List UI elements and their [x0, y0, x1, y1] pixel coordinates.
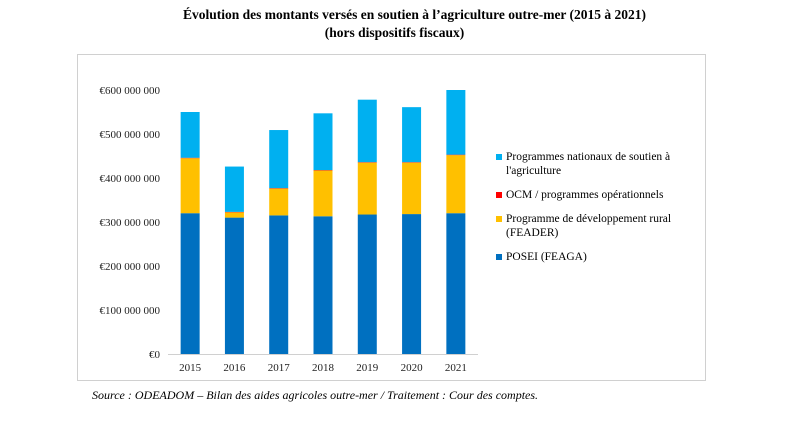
- legend-swatch: [496, 216, 502, 222]
- x-tick-label: 2019: [356, 362, 379, 374]
- chart-title: Évolution des montants versés en soutien…: [0, 6, 789, 42]
- bar-segment: [357, 214, 377, 354]
- bar-segment: [313, 170, 333, 217]
- x-axis: 2015 2016 2017 2018 2019 2020 2021: [168, 354, 478, 374]
- legend-swatch: [496, 192, 502, 198]
- x-tick-label: 2021: [445, 362, 467, 374]
- y-tick-label: €600 000 000: [100, 85, 161, 97]
- legend-label: Programme de développement rural (FEADER…: [506, 213, 672, 239]
- legend-label: Programmes nationaux de soutien à l'agri…: [506, 151, 671, 177]
- legend-label: OCM / programmes opérationnels: [506, 189, 664, 201]
- bar-segment: [402, 107, 422, 163]
- bar-segment: [180, 213, 200, 354]
- bar-segment: [224, 212, 244, 218]
- bar-segment: [180, 158, 200, 214]
- legend-item: Programmes nationaux de soutien à l'agri…: [496, 150, 696, 178]
- bar-segment: [269, 215, 289, 354]
- y-tick-label: €0: [149, 349, 161, 361]
- y-tick-label: €100 000 000: [100, 305, 161, 317]
- bar-segment: [269, 130, 289, 189]
- bar-segment: [446, 213, 466, 354]
- x-tick-label: 2020: [401, 362, 424, 374]
- legend-item: POSEI (FEAGA): [496, 250, 696, 264]
- chart-frame: [77, 54, 706, 381]
- bar-segment: [224, 166, 244, 212]
- y-tick-label: €200 000 000: [100, 261, 161, 273]
- legend-item: OCM / programmes opérationnels: [496, 188, 696, 202]
- bar-segment: [402, 214, 422, 354]
- bar-segment: [224, 217, 244, 354]
- bar-segment: [446, 155, 466, 214]
- bar-segment: [357, 99, 377, 163]
- x-tick-label: 2016: [223, 362, 246, 374]
- bars: [180, 90, 466, 354]
- bar-segment: [446, 90, 466, 155]
- bar-segment: [402, 162, 422, 215]
- chart-title-line1: Évolution des montants versés en soutien…: [182, 7, 647, 22]
- legend: Programmes nationaux de soutien à l'agri…: [496, 150, 696, 274]
- bar-segment: [269, 188, 289, 216]
- source-note: Source : ODEADOM – Bilan des aides agric…: [92, 388, 539, 402]
- legend-swatch: [496, 254, 502, 260]
- y-tick-label: €300 000 000: [100, 217, 161, 229]
- y-tick-label: €400 000 000: [100, 173, 161, 185]
- x-tick-label: 2017: [268, 362, 291, 374]
- bar-segment: [357, 162, 377, 215]
- legend-label: POSEI (FEAGA): [506, 251, 587, 263]
- y-tick-label: €500 000 000: [100, 129, 161, 141]
- legend-swatch: [496, 154, 502, 160]
- y-axis: €0 €100 000 000 €200 000 000 €300 000 000 €4…: [100, 85, 161, 361]
- x-tick-label: 2018: [312, 362, 335, 374]
- x-tick-label: 2015: [179, 362, 202, 374]
- bar-segment: [313, 113, 333, 171]
- bar-segment: [180, 112, 200, 158]
- legend-item: Programme de développement rural (FEADER…: [496, 212, 696, 240]
- bar-segment: [313, 216, 333, 354]
- chart-title-line2: (hors dispositifs fiscaux): [324, 25, 465, 40]
